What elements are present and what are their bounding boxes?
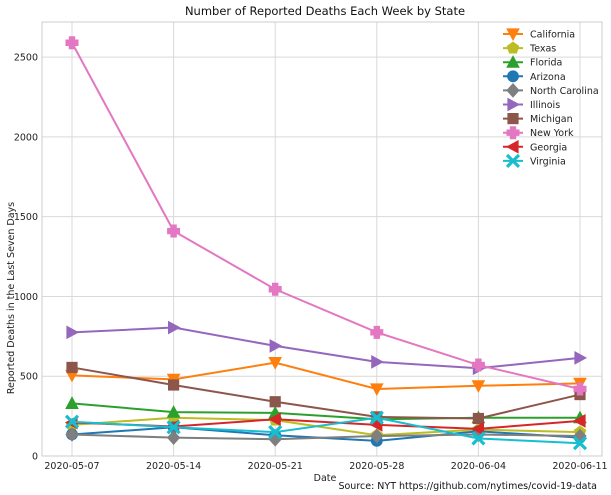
data-point-virginia (471, 431, 486, 446)
legend-item-north-carolina: North Carolina (503, 83, 599, 98)
legend-label: Florida (530, 58, 562, 69)
legend-item-arizona: Arizona (503, 70, 566, 83)
data-point-illinois (66, 325, 80, 340)
legend-label: Arizona (530, 72, 566, 83)
y-tick-label: 1500 (14, 212, 38, 223)
data-point-illinois (574, 351, 588, 365)
series-line-california (71, 361, 581, 390)
series-line-virginia (71, 416, 581, 445)
legend-marker-texas (506, 41, 520, 54)
data-point-michigan (168, 379, 180, 391)
data-point-illinois (269, 339, 283, 353)
x-tick-label: 2020-05-28 (349, 461, 404, 472)
data-point-north-carolina (370, 428, 384, 444)
legend-label: Illinois (530, 100, 560, 111)
data-point-new-york (65, 36, 79, 50)
data-point-california (369, 383, 384, 397)
y-tick-label: 500 (20, 372, 38, 383)
legend-marker-arizona (507, 70, 519, 83)
data-point-illinois (168, 320, 181, 335)
y-axis-label: Reported Deaths in the Last Seven Days (6, 202, 17, 394)
y-tick-label: 2000 (14, 132, 38, 143)
x-tick-label: 2020-05-14 (146, 461, 201, 472)
legend: California Texas Florida Arizona North Carol… (503, 28, 599, 168)
x-tick-label: 2020-05-21 (248, 461, 303, 472)
legend-marker-illinois (507, 97, 521, 112)
legend-label: Virginia (530, 156, 566, 167)
legend-label: California (530, 30, 575, 41)
y-tick-labels: 0 500 1000 1500 2000 2500 (14, 53, 38, 463)
legend-label: Michigan (530, 114, 573, 125)
legend-marker-georgia (505, 139, 519, 154)
x-axis-label: Date (314, 473, 337, 484)
legend-item-florida: Florida (503, 55, 562, 69)
legend-item-new-york: New York (503, 126, 574, 140)
data-point-virginia (166, 420, 181, 435)
legend-label: Texas (529, 44, 556, 55)
data-point-michigan (472, 412, 484, 425)
series-virginia (64, 410, 588, 451)
chart-title: Number of Reported Deaths Each Week by S… (185, 4, 465, 18)
data-point-virginia (572, 436, 588, 451)
legend-marker-florida (506, 55, 520, 68)
data-point-georgia (268, 412, 281, 427)
data-point-virginia (268, 425, 283, 440)
series-illinois (66, 320, 588, 376)
data-point-michigan (66, 361, 78, 374)
data-point-illinois (371, 355, 384, 369)
data-point-new-york (471, 358, 485, 372)
y-tick-label: 2500 (14, 53, 38, 64)
data-point-florida (166, 405, 181, 418)
series-california (65, 357, 587, 397)
legend-label: New York (530, 128, 574, 139)
x-tick-label: 2020-05-07 (44, 461, 99, 472)
plot-area (41, 21, 603, 457)
data-point-california (268, 357, 283, 370)
data-point-california (471, 380, 486, 393)
legend-item-texas: Texas (503, 41, 556, 55)
series-line-north-carolina (71, 433, 581, 441)
data-point-georgia (572, 414, 586, 428)
data-point-new-york (167, 224, 181, 238)
data-point-new-york (573, 382, 587, 396)
data-point-florida (65, 396, 79, 409)
legend-label: Georgia (530, 142, 567, 153)
data-point-north-carolina (65, 427, 79, 442)
source-note: Source: NYT https://github.com/nytimes/c… (338, 481, 597, 492)
legend-marker-north-carolina (506, 83, 520, 98)
series-line-michigan (71, 366, 581, 420)
data-point-new-york (268, 282, 282, 296)
x-tick-labels: 2020-05-07 2020-05-14 2020-05-21 2020-05-28… (44, 461, 607, 472)
series-line-new-york (71, 42, 581, 390)
data-point-virginia (64, 414, 80, 429)
data-point-georgia (471, 422, 484, 436)
series-line-illinois (71, 326, 581, 370)
legend-item-california: California (503, 28, 575, 42)
legend-label: North Carolina (530, 86, 599, 97)
series-lines (64, 36, 588, 451)
series-new-york (65, 36, 587, 396)
series-line-florida (71, 402, 580, 421)
y-tick-label: 0 (32, 452, 38, 463)
x-tick-label: 2020-06-04 (451, 461, 506, 472)
series-line-texas (71, 416, 581, 437)
data-point-north-carolina (166, 430, 181, 445)
legend-marker-new-york (506, 126, 520, 140)
legend-item-michigan: Michigan (503, 113, 573, 125)
legend-marker-california (506, 28, 520, 42)
data-point-virginia (369, 410, 384, 425)
x-tick-label: 2020-06-11 (552, 461, 607, 472)
legend-item-virginia: Virginia (503, 153, 566, 168)
legend-marker-michigan (507, 113, 519, 125)
series-north-carolina (65, 427, 587, 447)
y-tick-label: 1000 (14, 292, 38, 303)
data-point-new-york (370, 325, 384, 339)
legend-item-illinois: Illinois (503, 97, 560, 112)
legend-marker-virginia (505, 153, 521, 168)
legend-item-georgia: Georgia (503, 139, 567, 154)
data-point-michigan (269, 396, 281, 408)
